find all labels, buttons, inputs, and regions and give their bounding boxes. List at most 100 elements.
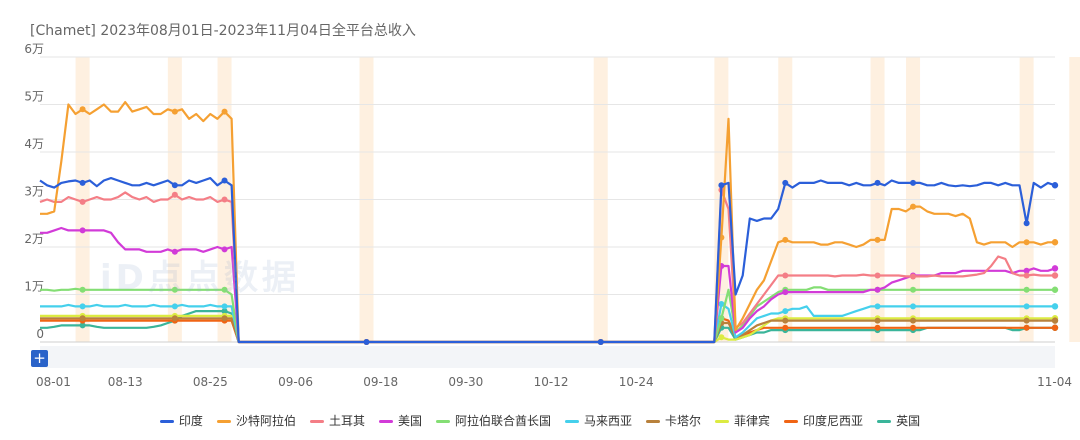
legend-item[interactable]: 卡塔尔 bbox=[646, 412, 701, 429]
highlight-band-10 bbox=[1069, 57, 1080, 342]
series-point bbox=[910, 286, 917, 293]
x-tick-label: 08-25 bbox=[193, 375, 228, 389]
series-point bbox=[782, 236, 789, 243]
series-end-point bbox=[1051, 265, 1059, 272]
zoom-strip bbox=[40, 346, 1055, 368]
x-tick-label: 08-01 bbox=[36, 375, 71, 389]
legend-item[interactable]: 印度 bbox=[159, 412, 203, 429]
series-end-point bbox=[1051, 286, 1059, 293]
add-button[interactable]: + bbox=[31, 350, 48, 367]
series-point bbox=[1023, 267, 1030, 274]
legend-swatch bbox=[565, 420, 579, 423]
series-point bbox=[171, 108, 178, 115]
legend-item[interactable]: 土耳其 bbox=[309, 412, 365, 429]
legend-item[interactable]: 美国 bbox=[378, 412, 422, 429]
series-point bbox=[79, 179, 86, 186]
series-point bbox=[874, 272, 881, 279]
series-point bbox=[874, 179, 881, 186]
legend-item[interactable]: 英国 bbox=[877, 412, 920, 429]
series-point bbox=[910, 273, 917, 280]
legend-label: 美国 bbox=[397, 414, 422, 428]
series-point bbox=[79, 227, 86, 234]
series-point bbox=[1023, 239, 1030, 246]
series-point bbox=[1023, 324, 1030, 331]
legend-item[interactable]: 阿拉伯联合酋长国 bbox=[435, 412, 551, 429]
legend-label: 英国 bbox=[896, 414, 921, 428]
series-point bbox=[1023, 272, 1030, 279]
series-point bbox=[874, 236, 881, 243]
series-end-point bbox=[1051, 272, 1059, 279]
series-line-5 bbox=[40, 302, 1055, 344]
series-point bbox=[79, 303, 86, 310]
legend-item[interactable]: 马来西亚 bbox=[565, 412, 632, 429]
series-line-4 bbox=[40, 286, 1055, 344]
series-point bbox=[874, 317, 881, 324]
series-end-point bbox=[1051, 239, 1059, 246]
series-point bbox=[782, 272, 789, 279]
series-point bbox=[718, 334, 725, 341]
series-point bbox=[79, 286, 86, 293]
legend-label: 沙特阿拉伯 bbox=[235, 414, 296, 428]
series-point bbox=[221, 315, 228, 322]
series-point bbox=[79, 322, 86, 329]
legend-label: 菲律宾 bbox=[734, 414, 771, 428]
x-tick-label: 10-24 bbox=[619, 375, 654, 389]
legend-label: 土耳其 bbox=[328, 414, 365, 428]
line-chart: 0 1万 2万 3万 4万 5万 6万 08-01 08-13 08-25 09-06 09-18 09… bbox=[24, 42, 1080, 389]
series-point bbox=[782, 317, 789, 324]
legend-item[interactable]: 菲律宾 bbox=[715, 412, 770, 429]
legend-swatch bbox=[216, 420, 231, 423]
series-point bbox=[910, 324, 917, 331]
series-point bbox=[171, 315, 178, 322]
series-point bbox=[910, 303, 917, 310]
x-tick-label: 10-12 bbox=[534, 375, 569, 389]
series-point bbox=[782, 324, 789, 331]
series-point bbox=[221, 286, 228, 293]
series-point bbox=[1023, 286, 1030, 293]
series-point bbox=[79, 315, 86, 322]
legend-swatch bbox=[159, 420, 174, 423]
series-point bbox=[1023, 317, 1030, 324]
series-point bbox=[79, 106, 86, 113]
y-tick-label: 3万 bbox=[24, 185, 44, 199]
legend-label: 阿拉伯联合酋长国 bbox=[454, 414, 551, 428]
series-point bbox=[718, 301, 725, 307]
legend-item[interactable]: 印度尼西亚 bbox=[784, 412, 863, 429]
legend-label: 马来西亚 bbox=[584, 414, 633, 428]
series-point bbox=[782, 308, 789, 315]
legend-swatch bbox=[378, 420, 393, 423]
series-point bbox=[782, 179, 789, 186]
series-end-point bbox=[1051, 317, 1059, 324]
x-tick-label: 11-04 bbox=[1037, 375, 1072, 389]
y-tick-label: 0 bbox=[36, 327, 44, 341]
series-point bbox=[221, 177, 228, 184]
legend-swatch bbox=[877, 420, 892, 423]
x-tick-label: 09-18 bbox=[363, 375, 398, 389]
series-point bbox=[910, 179, 917, 186]
series-point bbox=[171, 248, 178, 255]
x-tick-label: 09-30 bbox=[448, 375, 483, 389]
series-point bbox=[874, 303, 881, 310]
legend-swatch bbox=[646, 420, 661, 423]
legend-label: 印度 bbox=[178, 414, 203, 428]
series-point bbox=[221, 196, 228, 203]
legend-item[interactable]: 沙特阿拉伯 bbox=[216, 412, 296, 429]
series-end-point bbox=[1051, 324, 1059, 331]
series-point bbox=[874, 324, 881, 331]
series-point bbox=[874, 286, 881, 293]
legend-swatch bbox=[784, 420, 799, 423]
series-point bbox=[910, 317, 917, 324]
series-end-point bbox=[1051, 303, 1059, 310]
legend-swatch bbox=[435, 420, 450, 423]
y-tick-label: 4万 bbox=[24, 137, 44, 151]
series-point bbox=[1023, 303, 1030, 310]
series-point bbox=[221, 303, 228, 310]
y-tick-label: 5万 bbox=[24, 90, 44, 104]
series-line-0 bbox=[39, 177, 1056, 344]
series-point bbox=[782, 289, 789, 296]
chart-title: [Chamet] 2023年08月01日-2023年11月04日全平台总收入 bbox=[30, 23, 416, 39]
series-point bbox=[597, 339, 604, 345]
y-tick-label: 6万 bbox=[24, 42, 44, 56]
series-point bbox=[221, 108, 228, 115]
series-line-3 bbox=[40, 226, 1056, 344]
